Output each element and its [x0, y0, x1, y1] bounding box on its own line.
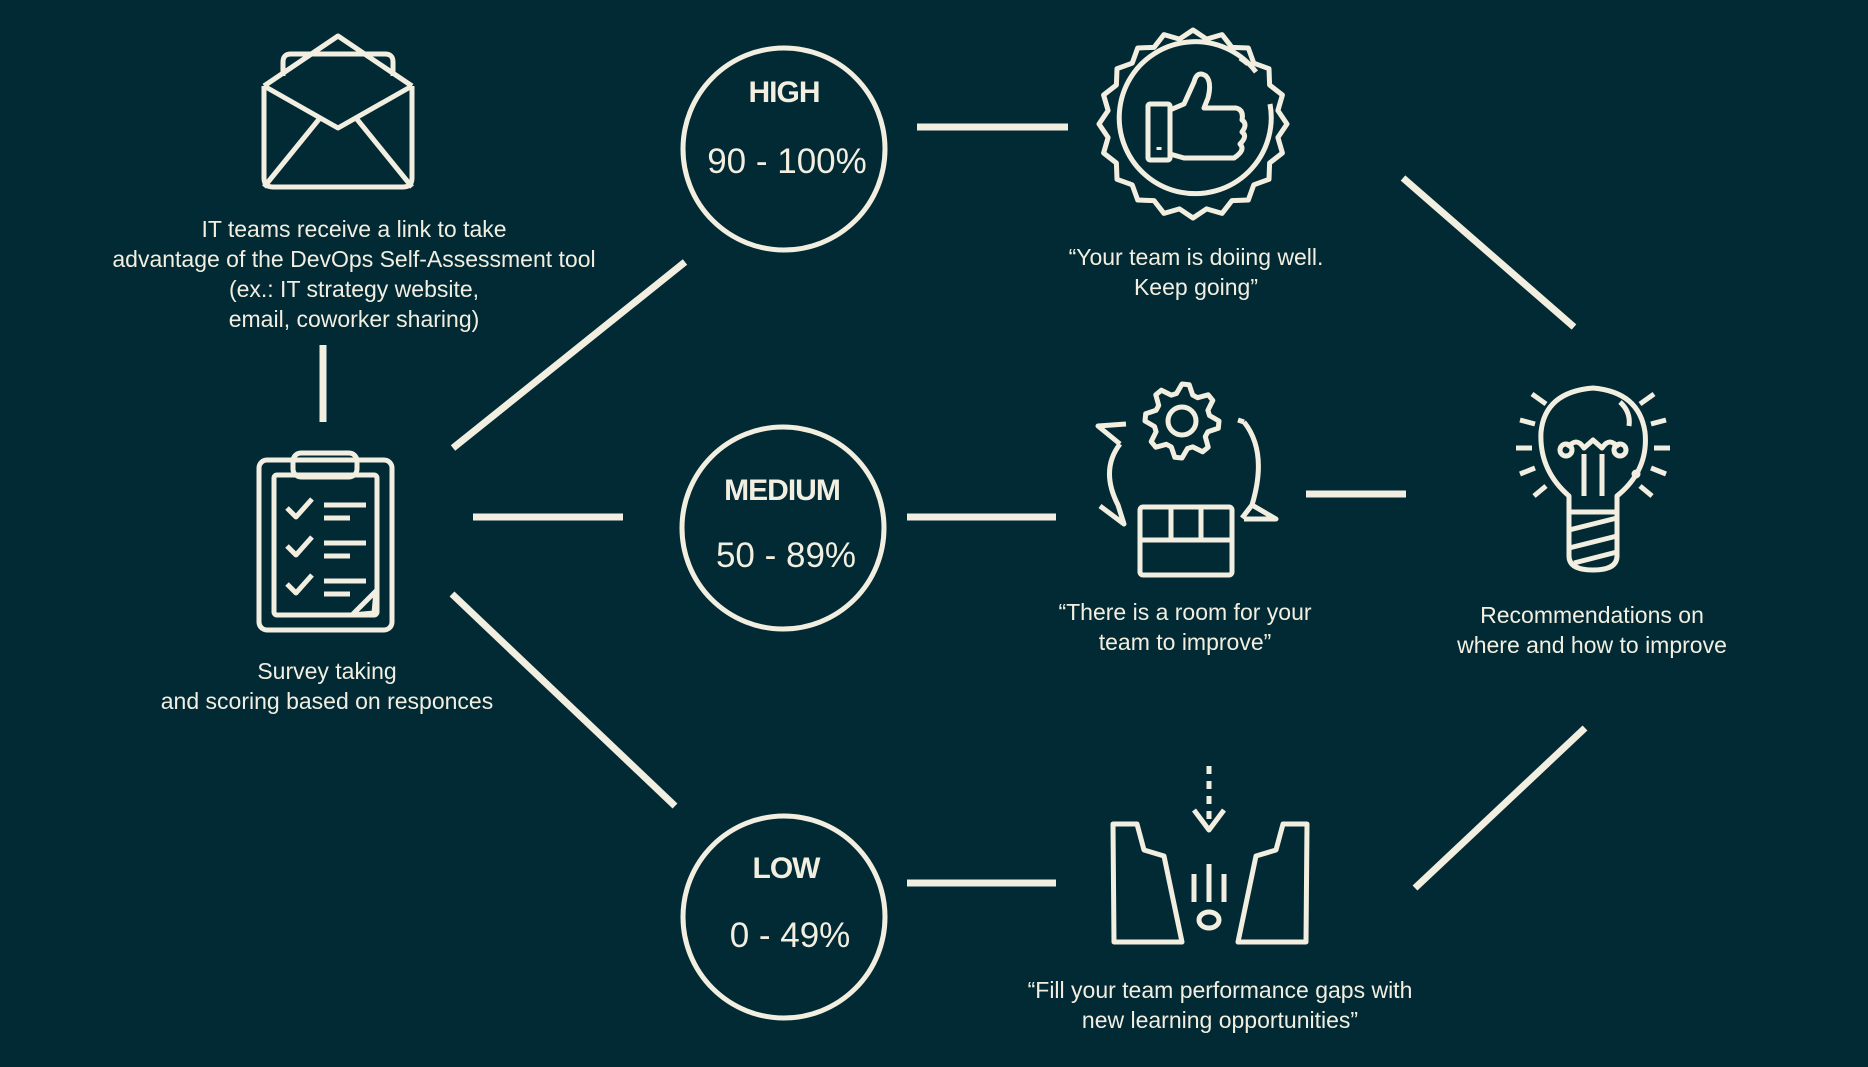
level-range-low: 0 - 49%: [729, 916, 851, 955]
level-circle-high: [680, 45, 888, 253]
gear-cycle-box-icon: [1095, 381, 1279, 578]
caption-line: advantage of the DevOps Self-Assessment …: [112, 246, 596, 272]
recommendations-caption: Recommendations on where and how to impr…: [1442, 600, 1742, 660]
level-range-high: 90 - 100%: [707, 142, 867, 181]
caption-line: “Your team is doiing well.: [1068, 244, 1324, 270]
caption-line: IT teams receive a link to take: [201, 216, 507, 242]
connector-survey-low: [449, 591, 678, 809]
caption-line: “Fill your team performance gaps with: [1027, 977, 1413, 1003]
caption-line: email, coworker sharing): [228, 306, 480, 332]
caption-line: new learning opportunities”: [1081, 1007, 1359, 1033]
envelope-icon: [261, 33, 415, 190]
caption-line: team to improve”: [1098, 629, 1272, 655]
connectors: [319, 123, 1588, 891]
high-outcome-caption: “Your team is doiing well. Keep going”: [1046, 242, 1346, 302]
gap-bridge-icon: [1110, 766, 1310, 945]
level-title-low: LOW: [752, 852, 821, 885]
level-circle-low: [680, 813, 888, 1021]
clipboard-checklist-icon: [256, 450, 395, 633]
level-title-high: HIGH: [748, 76, 821, 109]
level-range-medium: 50 - 89%: [715, 536, 857, 575]
caption-line: and scoring based on responces: [160, 688, 494, 714]
level-circle-medium: [679, 424, 887, 632]
survey-step-caption: Survey taking and scoring based on respo…: [127, 656, 527, 716]
invite-step-caption: IT teams receive a link to take advantag…: [104, 214, 604, 334]
low-outcome-caption: “Fill your team performance gaps with ne…: [1000, 975, 1440, 1035]
connector-high-recommend: [1400, 175, 1577, 330]
caption-line: where and how to improve: [1457, 632, 1727, 658]
caption-line: “There is a room for your: [1058, 599, 1312, 625]
connector-survey-high: [450, 259, 688, 451]
caption-line: Keep going”: [1133, 274, 1259, 300]
caption-line: Survey taking: [257, 658, 397, 684]
caption-line: (ex.: IT strategy website,: [228, 276, 480, 302]
connector-low-recommend: [1412, 725, 1588, 891]
caption-line: Recommendations on: [1480, 602, 1704, 628]
level-title-medium: MEDIUM: [724, 474, 841, 507]
lightbulb-icon: [1516, 385, 1670, 573]
medium-outcome-caption: “There is a room for your team to improv…: [1035, 597, 1335, 657]
thumbs-up-badge-icon: [1096, 27, 1290, 221]
